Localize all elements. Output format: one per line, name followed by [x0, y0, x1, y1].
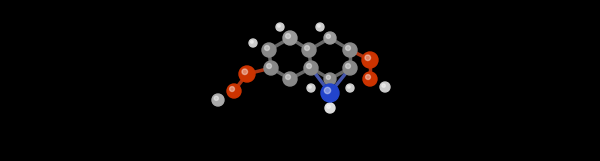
Circle shape — [316, 23, 324, 31]
Circle shape — [343, 43, 357, 57]
Circle shape — [347, 85, 350, 88]
Circle shape — [249, 39, 257, 47]
Circle shape — [266, 64, 271, 68]
Circle shape — [324, 32, 336, 44]
Circle shape — [242, 69, 248, 75]
Circle shape — [325, 87, 331, 94]
Circle shape — [317, 24, 320, 27]
Circle shape — [302, 43, 316, 57]
Circle shape — [362, 52, 378, 68]
Circle shape — [265, 46, 269, 51]
Circle shape — [326, 75, 331, 79]
Circle shape — [283, 72, 297, 86]
Circle shape — [264, 61, 278, 75]
Circle shape — [286, 75, 290, 80]
Circle shape — [346, 64, 350, 68]
Circle shape — [346, 84, 354, 92]
Circle shape — [227, 84, 241, 98]
Circle shape — [262, 43, 276, 57]
Circle shape — [304, 61, 318, 75]
Circle shape — [276, 23, 284, 31]
Circle shape — [346, 46, 350, 51]
Circle shape — [308, 85, 311, 88]
Circle shape — [307, 64, 311, 68]
Circle shape — [283, 31, 297, 45]
Circle shape — [230, 87, 235, 91]
Circle shape — [365, 75, 370, 80]
Circle shape — [343, 61, 357, 75]
Circle shape — [277, 24, 280, 27]
Circle shape — [327, 105, 331, 108]
Circle shape — [382, 84, 385, 87]
Circle shape — [305, 46, 310, 51]
Circle shape — [307, 84, 315, 92]
Circle shape — [326, 34, 331, 38]
Circle shape — [363, 72, 377, 86]
Circle shape — [214, 96, 218, 100]
Circle shape — [325, 103, 335, 113]
Circle shape — [212, 94, 224, 106]
Circle shape — [380, 82, 390, 92]
Circle shape — [250, 40, 253, 43]
Circle shape — [286, 34, 290, 38]
Circle shape — [239, 66, 255, 82]
Circle shape — [321, 84, 339, 102]
Circle shape — [365, 55, 371, 61]
Circle shape — [324, 73, 336, 85]
